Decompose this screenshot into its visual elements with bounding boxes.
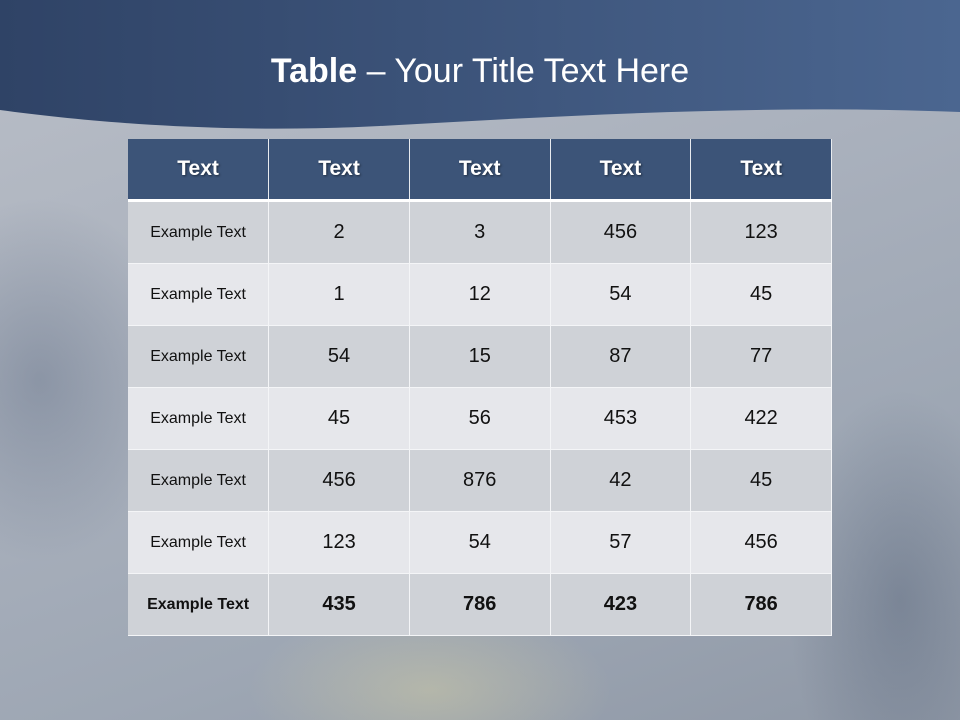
row-label-cell: Example Text bbox=[128, 449, 270, 512]
table-row: Example Text 2 3 456 123 bbox=[128, 200, 832, 264]
value-cell: 56 bbox=[409, 387, 551, 450]
value-cell: 45 bbox=[690, 263, 832, 326]
row-label-cell: Example Text bbox=[128, 263, 270, 326]
value-cell: 456 bbox=[550, 200, 692, 264]
header-cell: Text bbox=[268, 139, 410, 202]
header-band bbox=[0, 0, 960, 129]
table-row: Example Text 54 15 87 77 bbox=[128, 325, 832, 388]
value-cell: 1 bbox=[268, 263, 410, 326]
table-row: Example Text 1 12 54 45 bbox=[128, 263, 832, 326]
row-label-cell: Example Text bbox=[128, 325, 270, 388]
table-total-row: Example Text 435 786 423 786 bbox=[128, 573, 832, 636]
data-table: Text Text Text Text Text Example Text 2 3 4… bbox=[128, 139, 832, 636]
value-cell: 123 bbox=[268, 511, 410, 574]
value-cell: 12 bbox=[409, 263, 551, 326]
value-cell: 453 bbox=[550, 387, 692, 450]
value-cell: 423 bbox=[550, 573, 692, 636]
value-cell: 15 bbox=[409, 325, 551, 388]
row-label-cell: Example Text bbox=[128, 511, 270, 574]
value-cell: 45 bbox=[268, 387, 410, 450]
row-label-cell: Example Text bbox=[128, 573, 270, 636]
value-cell: 42 bbox=[550, 449, 692, 512]
title-rest: – Your Title Text Here bbox=[357, 52, 690, 90]
table-row: Example Text 123 54 57 456 bbox=[128, 511, 832, 574]
table-header-row: Text Text Text Text Text bbox=[128, 139, 832, 202]
slide-title: Table – Your Title Text Here bbox=[0, 52, 960, 91]
header-cell: Text bbox=[690, 139, 832, 202]
value-cell: 876 bbox=[409, 449, 551, 512]
value-cell: 435 bbox=[268, 573, 410, 636]
value-cell: 45 bbox=[690, 449, 832, 512]
row-label-cell: Example Text bbox=[128, 387, 270, 450]
value-cell: 456 bbox=[690, 511, 832, 574]
value-cell: 87 bbox=[550, 325, 692, 388]
value-cell: 54 bbox=[409, 511, 551, 574]
value-cell: 77 bbox=[690, 325, 832, 388]
value-cell: 54 bbox=[268, 325, 410, 388]
header-cell: Text bbox=[128, 139, 270, 202]
value-cell: 422 bbox=[690, 387, 832, 450]
table-row: Example Text 45 56 453 422 bbox=[128, 387, 832, 450]
value-cell: 786 bbox=[409, 573, 551, 636]
header-cell: Text bbox=[550, 139, 692, 202]
value-cell: 456 bbox=[268, 449, 410, 512]
value-cell: 786 bbox=[690, 573, 832, 636]
value-cell: 57 bbox=[550, 511, 692, 574]
value-cell: 123 bbox=[690, 200, 832, 264]
table-row: Example Text 456 876 42 45 bbox=[128, 449, 832, 512]
value-cell: 2 bbox=[268, 200, 410, 264]
row-label-cell: Example Text bbox=[128, 200, 270, 264]
value-cell: 3 bbox=[409, 200, 551, 264]
header-cell: Text bbox=[409, 139, 551, 202]
value-cell: 54 bbox=[550, 263, 692, 326]
title-bold: Table bbox=[270, 52, 358, 90]
